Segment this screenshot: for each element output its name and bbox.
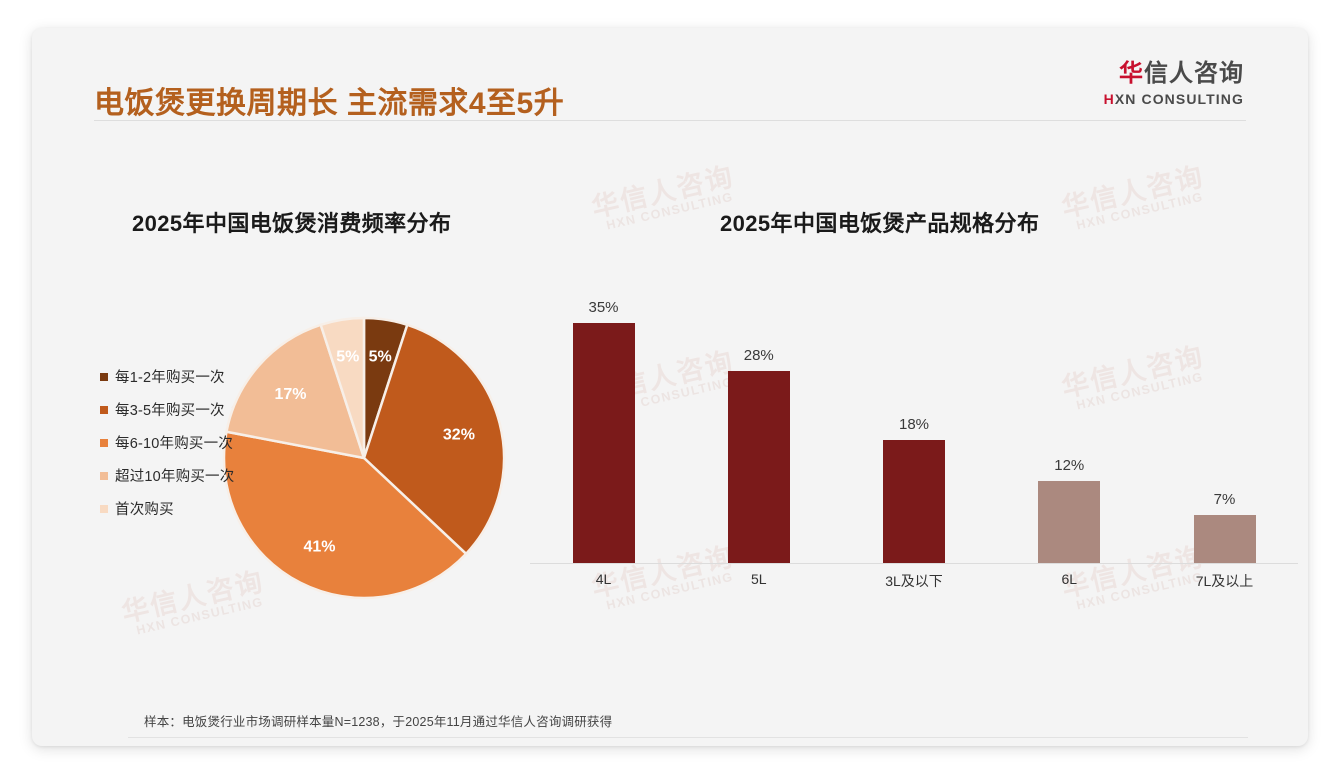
pie-legend-item[interactable]: 每6-10年购买一次: [100, 426, 240, 459]
bar-rect[interactable]: [1193, 515, 1256, 563]
brand-logo-en: HXN CONSULTING: [1104, 91, 1244, 107]
bar-chart: 35% 28% 18% 12% 7% 4L 5L 3L及以下 6L 7L及以上: [530, 283, 1298, 589]
bar-column[interactable]: 7%: [1151, 283, 1298, 563]
bar-category-label: 3L及以下: [885, 573, 943, 589]
brand-logo-cn-rest: 信人咨询: [1144, 60, 1244, 87]
bar-rect[interactable]: [727, 371, 790, 563]
bar-column[interactable]: 18%: [841, 283, 988, 563]
legend-swatch-icon: [100, 438, 108, 447]
legend-swatch-icon: [100, 372, 108, 381]
slide-card: 华信人咨询 HXN CONSULTING 华信人咨询 HXN CONSULTIN…: [32, 28, 1308, 746]
watermark-en: HXN CONSULTING: [1074, 189, 1205, 233]
pie-slice[interactable]: [222, 430, 468, 600]
bar-plot-area: 35% 28% 18% 12% 7%: [530, 283, 1298, 563]
pie-slice[interactable]: [225, 323, 366, 460]
bar-rect[interactable]: [1038, 481, 1101, 563]
bar-column[interactable]: 35%: [530, 283, 677, 563]
bar-value-label: 35%: [588, 299, 619, 316]
legend-swatch-icon: [100, 405, 108, 414]
bar-category-label: 7L及以上: [1195, 573, 1254, 589]
pie-slice[interactable]: [319, 316, 366, 459]
pie-slice-value: 5%: [336, 349, 359, 366]
pie-legend: 每1-2年购买一次 每3-5年购买一次 每6-10年购买一次 超过10年购买一次 首次购…: [100, 360, 240, 525]
bar-category-label: 5L: [750, 571, 767, 587]
pie-legend-item[interactable]: 每1-2年购买一次: [100, 360, 240, 393]
bar-value-label: 18%: [898, 416, 930, 433]
watermark: 华信人咨询 HXN CONSULTING: [588, 161, 740, 235]
pie-legend-label: 每6-10年购买一次: [115, 436, 234, 452]
bar-column[interactable]: 12%: [996, 283, 1143, 563]
bar-category-label: 4L: [595, 571, 612, 587]
pie-slice-value: 17%: [274, 386, 306, 403]
pie-legend-item[interactable]: 每3-5年购买一次: [100, 393, 240, 426]
bar-x-axis-labels: 4L 5L 3L及以下 6L 7L及以上: [530, 571, 1298, 591]
pie-chart: 每1-2年购买一次 每3-5年购买一次 每6-10年购买一次 超过10年购买一次 首次购…: [92, 298, 522, 628]
left-chart-title: 2025年中国电饭煲消费频率分布: [132, 211, 452, 236]
bar-column[interactable]: 28%: [685, 283, 832, 563]
brand-logo-en-accent: H: [1103, 90, 1115, 107]
brand-logo-cn-accent: 华: [1119, 60, 1144, 87]
brand-logo-en-rest: XN CONSULTING: [1114, 90, 1244, 107]
legend-swatch-icon: [100, 471, 108, 480]
pie-legend-item[interactable]: 首次购买: [100, 492, 240, 525]
pie-legend-label: 每3-5年购买一次: [115, 403, 225, 419]
pie-slice-value: 41%: [303, 538, 335, 555]
pie-slice-value: 32%: [443, 427, 475, 444]
bar-value-label: 28%: [743, 347, 774, 364]
slide-header: 电饭煲更换周期长 主流需求4至5升: [32, 28, 1308, 120]
pie-legend-label: 超过10年购买一次: [115, 469, 235, 485]
bar-axis-line: [530, 563, 1298, 564]
pie-legend-label: 首次购买: [115, 502, 174, 518]
bar-value-label: 7%: [1213, 491, 1236, 508]
sample-note: 样本：电饭煲行业市场调研样本量N=1238，于2025年11月通过华信人咨询调研…: [144, 715, 613, 729]
watermark-cn: 华信人咨询: [588, 161, 738, 224]
bar-rect[interactable]: [572, 323, 635, 563]
watermark: 华信人咨询 HXN CONSULTING: [1058, 161, 1210, 235]
header-divider: [94, 120, 1246, 121]
bar-value-label: 12%: [1054, 457, 1085, 474]
pie-legend-label: 每1-2年购买一次: [115, 370, 225, 386]
right-chart-title: 2025年中国电饭煲产品规格分布: [720, 211, 1040, 236]
bar-category-label: 6L: [1061, 571, 1078, 587]
pie-slice[interactable]: [362, 323, 506, 556]
page-title: 电饭煲更换周期长 主流需求4至5升: [94, 87, 565, 120]
legend-swatch-icon: [100, 504, 108, 513]
pie-legend-item[interactable]: 超过10年购买一次: [100, 459, 240, 492]
bar-rect[interactable]: [883, 440, 945, 563]
footer-divider: [128, 737, 1248, 738]
slide-footer: ©2026.1 HXR华信人咨询 www.hxrcon.com: [32, 738, 1308, 746]
brand-logo: 华信人咨询 HXN CONSULTING: [1104, 60, 1244, 107]
watermark-cn: 华信人咨询: [1058, 161, 1208, 224]
pie-slice-value: 5%: [369, 349, 392, 366]
brand-logo-cn: 华信人咨询: [1104, 60, 1244, 88]
pie-chart-svg: 5% 32% 41% 17% 5%: [222, 316, 506, 600]
